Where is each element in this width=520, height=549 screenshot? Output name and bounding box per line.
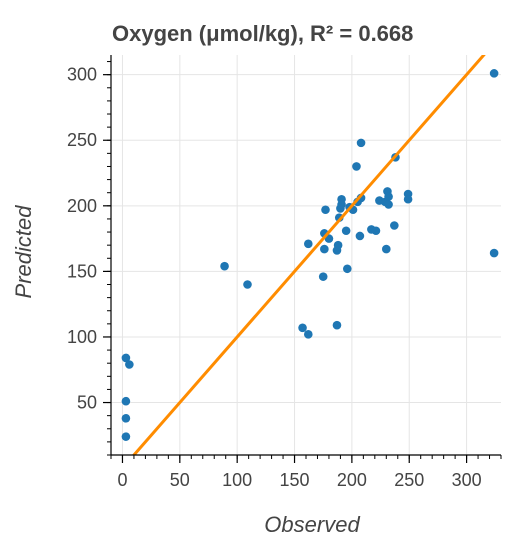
data-point <box>333 240 343 250</box>
data-point <box>121 413 131 423</box>
data-point <box>489 69 499 78</box>
data-point <box>121 396 131 406</box>
data-point <box>318 272 328 281</box>
data-point <box>337 194 346 204</box>
data-point <box>321 205 330 215</box>
x-tick-label: 300 <box>452 470 482 490</box>
data-point <box>320 244 329 254</box>
data-point <box>243 280 252 289</box>
data-point <box>121 432 131 441</box>
x-tick-label: 50 <box>170 470 190 490</box>
data-point <box>303 330 313 339</box>
data-point <box>298 323 307 333</box>
y-tick-label: 150 <box>67 261 97 281</box>
axes: 0 50 100 150 200 250 300 50 100 150 200 250 300 <box>67 55 502 490</box>
data-point <box>489 248 499 258</box>
x-tick-label: 100 <box>222 470 252 490</box>
x-tick-label: 250 <box>394 470 424 490</box>
data-point <box>384 200 393 209</box>
x-tick-label: 200 <box>337 470 367 490</box>
plot-area <box>121 55 499 455</box>
data-point <box>371 226 381 236</box>
data-point <box>384 192 393 201</box>
data-point <box>381 244 391 254</box>
data-point <box>220 261 229 271</box>
y-tick-label: 50 <box>77 393 97 413</box>
data-point <box>390 221 399 230</box>
data-point <box>125 360 134 369</box>
y-tick-label: 250 <box>67 130 97 150</box>
x-tick-label: 150 <box>280 470 310 490</box>
chart-title: Oxygen (μmol/kg), R² = 0.668 <box>112 21 413 46</box>
data-point <box>341 226 351 236</box>
x-tick-label: 0 <box>117 470 127 490</box>
fit-line <box>131 55 486 455</box>
data-point <box>355 231 365 241</box>
data-point <box>332 320 342 330</box>
y-tick-label: 100 <box>67 327 97 347</box>
data-point <box>342 264 352 274</box>
x-axis-label: Observed <box>264 512 360 537</box>
data-point <box>121 353 131 363</box>
data-point <box>352 162 361 171</box>
grid-lines <box>111 55 501 455</box>
data-point <box>356 138 366 148</box>
y-tick-label: 300 <box>67 65 97 85</box>
plot-inner <box>121 55 499 455</box>
data-point <box>303 239 313 249</box>
data-point <box>403 194 413 204</box>
y-tick-label: 200 <box>67 196 97 216</box>
y-axis-label: Predicted <box>11 205 36 299</box>
